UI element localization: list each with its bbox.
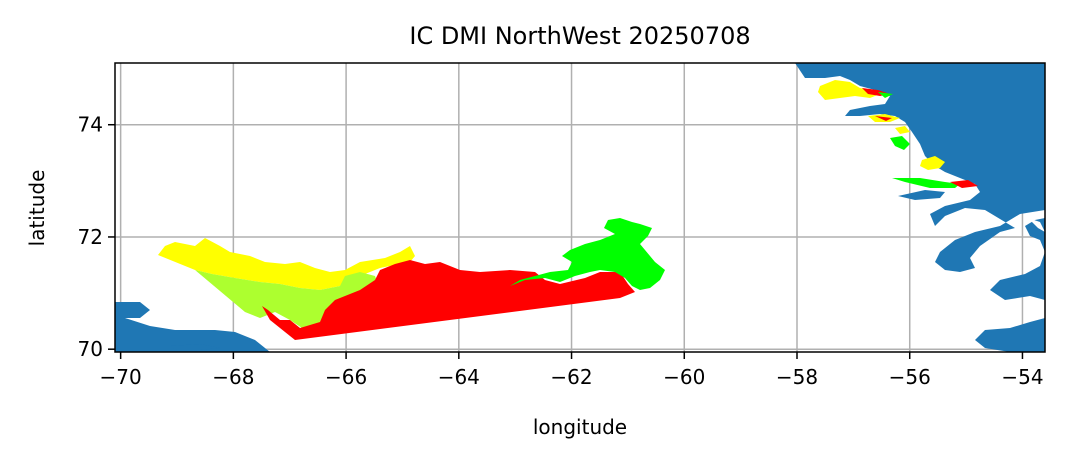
ice-coastal-yellow-1	[818, 80, 880, 100]
x-tick-label: −64	[438, 365, 480, 389]
x-tick-label: −70	[100, 365, 142, 389]
land-baffin-islet	[170, 344, 220, 352]
land-greenland	[795, 63, 1045, 352]
land-greenland-islet	[898, 190, 945, 200]
y-tick-label: 74	[78, 113, 103, 137]
ice-coastal-red-3	[950, 180, 978, 188]
y-tick-label: 72	[78, 225, 103, 249]
ice-greenyellow	[195, 270, 380, 330]
x-tick-label: −58	[776, 365, 818, 389]
land-greenland-fjord	[1028, 218, 1045, 232]
y-axis: 70 72 74	[78, 113, 115, 361]
ice-red-main	[262, 260, 635, 340]
ice-coastal-lime-3	[892, 178, 960, 188]
land-baffin-region	[115, 302, 270, 352]
x-tick-label: −60	[663, 365, 705, 389]
x-axis: −70 −68 −66 −64 −62 −60 −58 −56 −54	[100, 352, 1044, 389]
x-tick-label: −66	[325, 365, 367, 389]
x-tick-label: −68	[212, 365, 254, 389]
x-tick-label: −54	[1001, 365, 1043, 389]
ice-coastal-yellow-4	[920, 156, 945, 170]
y-tick-label: 70	[78, 337, 103, 361]
y-axis-label: latitude	[25, 170, 49, 247]
x-tick-label: −62	[550, 365, 592, 389]
ice-coastal-yellow-3	[895, 126, 910, 134]
map-layers	[115, 63, 1045, 352]
axes-frame	[114, 62, 1046, 353]
ice-coastal-lime-2	[890, 136, 910, 150]
x-tick-label: −56	[889, 365, 931, 389]
chart-title: IC DMI NorthWest 20250708	[409, 22, 750, 50]
ice-coastal-red-2	[875, 116, 892, 121]
ice-coastal-lime-1	[878, 92, 893, 98]
ice-lime-east	[510, 218, 665, 290]
x-axis-label: longitude	[533, 415, 627, 439]
